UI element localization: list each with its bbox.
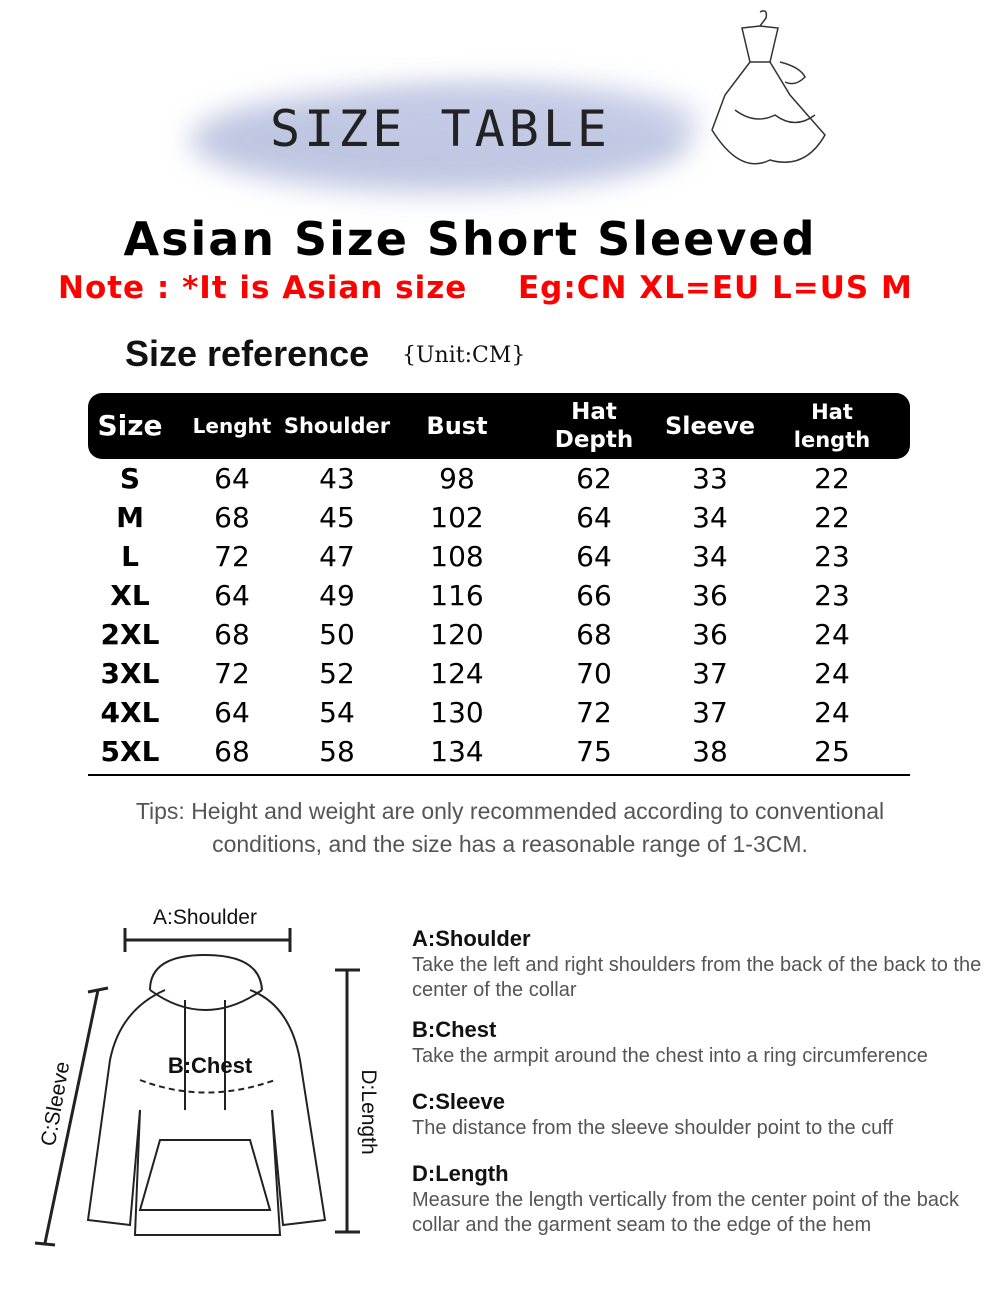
table-cell: 22 — [814, 462, 850, 495]
definition-title: B:Chest — [412, 1017, 497, 1042]
unit: {Unit:CM} — [402, 343, 526, 368]
table-cell: 36 — [692, 618, 728, 651]
table-cell: 98 — [439, 462, 475, 495]
table-cell: 64 — [214, 462, 250, 495]
title: Asian Size Short Sleeved — [123, 212, 817, 266]
banner-title: SIZE TABLE — [270, 100, 612, 158]
diagram-label: B:Chest — [168, 1053, 253, 1078]
column-header: Bust — [426, 412, 488, 440]
table-cell: 58 — [319, 735, 355, 768]
definition-title: D:Length — [412, 1161, 509, 1186]
table-cell: 23 — [814, 579, 850, 612]
definition-text: Take the left and right shoulders from t… — [412, 954, 982, 1001]
definition-title: A:Shoulder — [412, 926, 531, 951]
table-cell: 68 — [214, 735, 250, 768]
table-cell: 50 — [319, 618, 355, 651]
note: Note : *It is Asian size — [58, 270, 468, 306]
table-cell: 64 — [214, 696, 250, 729]
column-header: Lenght — [192, 414, 272, 438]
table-cell: 108 — [430, 540, 484, 573]
column-header: Shoulder — [283, 414, 391, 438]
table-cell: 62 — [576, 462, 612, 495]
table-cell: 49 — [319, 579, 355, 612]
size-label: XL — [110, 579, 150, 612]
table-cell: 68 — [576, 618, 612, 651]
size-label: 2XL — [100, 618, 160, 651]
definition-text: The distance from the sleeve shoulder po… — [412, 1117, 894, 1139]
table-cell: 72 — [576, 696, 612, 729]
size-label: 5XL — [100, 735, 160, 768]
column-header: Hat Depth — [554, 399, 634, 453]
table-cell: 130 — [430, 696, 484, 729]
size-label: L — [121, 540, 139, 573]
table-cell: 24 — [814, 657, 850, 690]
table-header: Size Lenght Shoulder Bust Hat Depth Sleeve Hat… — [88, 393, 910, 459]
column-header: Sleeve — [665, 412, 755, 440]
size-label: 4XL — [100, 696, 160, 729]
reference-label: Size reference — [125, 333, 370, 374]
table-cell: 64 — [576, 501, 612, 534]
table-cell: 52 — [319, 657, 355, 690]
dress-sketch — [711, 10, 826, 165]
table-cell: 24 — [814, 618, 850, 651]
definition-text: Take the armpit around the chest into a … — [412, 1045, 928, 1067]
table-rule — [88, 774, 910, 776]
table-cell: 24 — [814, 696, 850, 729]
hoodie-sketch — [34, 928, 360, 1247]
table-cell: 66 — [576, 579, 612, 612]
size-label: S — [119, 462, 141, 495]
table-cell: 36 — [692, 579, 728, 612]
table-cell: 72 — [214, 657, 250, 690]
table-cell: 22 — [814, 501, 850, 534]
table-cell: 68 — [214, 618, 250, 651]
column-header: Hat length — [793, 400, 871, 452]
table-cell: 70 — [576, 657, 612, 690]
table-cell: 75 — [576, 735, 612, 768]
table-cell: 37 — [692, 657, 728, 690]
banner-smudge — [340, 84, 700, 156]
table-cell: 38 — [692, 735, 728, 768]
table-cell: 34 — [692, 501, 728, 534]
table-cell: 43 — [319, 462, 355, 495]
table-cell: 23 — [814, 540, 850, 573]
tips: Tips: Height and weight are only recomme… — [135, 798, 885, 857]
table-cell: 37 — [692, 696, 728, 729]
table-cell: 34 — [692, 540, 728, 573]
diagram-label: D:Length — [357, 1069, 380, 1154]
diagram-label: A:Shoulder — [153, 906, 257, 929]
definition-text: Measure the length vertically from the c… — [412, 1189, 959, 1236]
table-cell: 47 — [319, 540, 355, 573]
table-cell: 64 — [576, 540, 612, 573]
table-cell: 134 — [430, 735, 484, 768]
table-cell: 33 — [692, 462, 728, 495]
table-cell: 54 — [319, 696, 355, 729]
size-label: 3XL — [100, 657, 160, 690]
table-cell: 72 — [214, 540, 250, 573]
size-label: M — [116, 501, 144, 534]
table-cell: 68 — [214, 501, 250, 534]
table-cell: 45 — [319, 501, 355, 534]
table-cell: 64 — [214, 579, 250, 612]
table-cell: 120 — [430, 618, 484, 651]
example: Eg:CN XL=EU L=US M — [518, 270, 913, 306]
table-cell: 116 — [430, 579, 484, 612]
column-header: Size — [97, 409, 163, 442]
table-cell: 25 — [814, 735, 850, 768]
table-cell: 102 — [430, 501, 484, 534]
table-cell: 124 — [430, 657, 484, 690]
definition-title: C:Sleeve — [412, 1089, 505, 1114]
